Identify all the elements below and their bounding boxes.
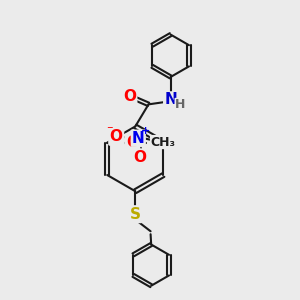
Text: N: N	[164, 92, 177, 107]
Text: O: O	[110, 129, 123, 144]
Text: H: H	[175, 98, 185, 111]
Text: O: O	[126, 135, 139, 150]
Text: N: N	[132, 131, 145, 146]
Text: +: +	[141, 126, 150, 136]
Text: S: S	[130, 207, 141, 222]
Text: ⁻: ⁻	[106, 124, 113, 137]
Text: CH₃: CH₃	[151, 136, 175, 148]
Text: O: O	[133, 150, 146, 165]
Text: O: O	[123, 88, 136, 104]
